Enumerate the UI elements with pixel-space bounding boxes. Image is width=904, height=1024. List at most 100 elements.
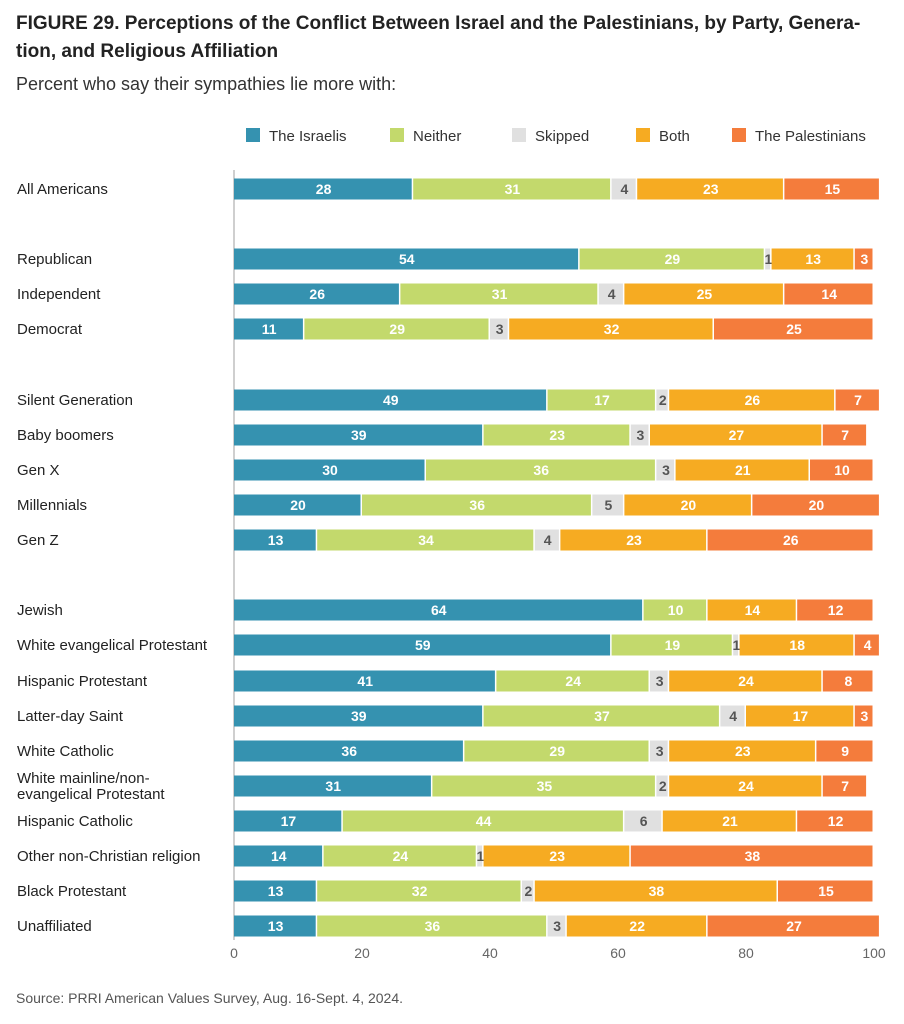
category-label: Jewish	[17, 602, 63, 619]
data-label: 27	[729, 427, 745, 443]
data-label: 7	[841, 427, 849, 443]
bar-segment-both	[534, 880, 777, 902]
data-label: 7	[854, 392, 862, 408]
data-label: 7	[841, 778, 849, 794]
bar-segment-skipped	[656, 775, 668, 797]
category-label-line: White mainline/non-	[17, 770, 150, 787]
bar-segment-the-israelis	[234, 740, 463, 762]
bar-segment-both	[669, 670, 822, 692]
data-label: 3	[496, 321, 504, 337]
data-label: 3	[637, 427, 645, 443]
bar-segment-neither	[426, 459, 655, 481]
category-label: Republican	[17, 251, 92, 268]
bar-segment-the-israelis	[234, 634, 611, 656]
data-label: 29	[389, 321, 405, 337]
bar-segment-both	[669, 775, 822, 797]
data-label: 25	[786, 321, 802, 337]
data-label: 32	[412, 883, 428, 899]
data-label: 30	[322, 462, 338, 478]
bar-segment-both	[675, 459, 809, 481]
legend-item: Skipped	[512, 128, 589, 145]
data-label: 4	[729, 708, 737, 724]
stacked-bar-chart: The Israelis Neither Skipped Both The Palest…	[17, 128, 886, 961]
bar-segment-skipped	[656, 459, 675, 481]
data-label: 3	[656, 743, 664, 759]
category-label: Other non-Christian religion	[17, 848, 200, 865]
bar-segment-neither	[400, 283, 598, 305]
data-label: 5	[605, 497, 613, 513]
bar-segment-neither	[413, 178, 611, 200]
bar-segment-the-palestinians	[797, 599, 873, 621]
category-label: White mainline/non-evangelical Protestan…	[17, 770, 165, 803]
category-label: Black Protestant	[17, 883, 127, 900]
data-label: 17	[281, 813, 297, 829]
data-label: 2	[525, 883, 533, 899]
data-label: 13	[268, 918, 284, 934]
bar-segment-both	[566, 915, 707, 937]
bar-segment-both	[624, 283, 783, 305]
bar-segment-both	[669, 740, 815, 762]
data-label: 24	[393, 848, 409, 864]
bar-segment-skipped	[477, 845, 483, 867]
data-label: 19	[665, 637, 681, 653]
bar-segment-neither	[547, 389, 655, 411]
data-label: 13	[268, 532, 284, 548]
data-label: 39	[351, 427, 367, 443]
bar-segment-skipped	[598, 283, 623, 305]
data-label: 12	[828, 602, 844, 618]
data-label: 26	[745, 392, 761, 408]
data-label: 4	[621, 181, 629, 197]
bar-segment-neither	[483, 705, 719, 727]
data-label: 32	[604, 321, 620, 337]
bar-segment-skipped	[733, 634, 739, 656]
category-label: Millennials	[17, 497, 87, 514]
bar-segment-neither	[496, 670, 649, 692]
data-label: 23	[549, 848, 565, 864]
data-label: 6	[640, 813, 648, 829]
bar-segment-skipped	[765, 248, 771, 270]
category-label: Baby boomers	[17, 427, 114, 444]
data-label: 1	[733, 637, 741, 653]
figure-title: FIGURE 29. Perceptions of the Conflict B…	[16, 10, 886, 66]
legend-item: The Palestinians	[732, 128, 866, 145]
category-label: Gen X	[17, 462, 60, 479]
bar-segment-the-israelis	[234, 283, 399, 305]
data-label: 12	[828, 813, 844, 829]
data-label: 35	[537, 778, 553, 794]
bar-segment-both	[669, 389, 835, 411]
bar-segment-neither	[483, 424, 630, 446]
legend-label: The Palestinians	[755, 128, 866, 145]
bar-segment-both	[739, 634, 854, 656]
data-label: 64	[431, 602, 447, 618]
bar-segment-the-israelis	[234, 318, 303, 340]
bar-segment-skipped	[547, 915, 566, 937]
bar-segment-the-israelis	[234, 915, 316, 937]
legend-item: Neither	[390, 128, 461, 145]
data-label: 22	[629, 918, 645, 934]
data-label: 8	[845, 673, 853, 689]
bar-segment-neither	[317, 529, 534, 551]
bar-segment-both	[662, 810, 796, 832]
legend-label: The Israelis	[269, 128, 347, 145]
bar-segment-the-palestinians	[822, 775, 867, 797]
bar-segment-the-israelis	[234, 459, 425, 481]
data-label: 36	[469, 497, 485, 513]
bar-segment-neither	[464, 740, 649, 762]
bar-segment-the-palestinians	[707, 915, 879, 937]
bar-segment-both	[637, 178, 783, 200]
bar-segment-the-palestinians	[822, 424, 867, 446]
data-label: 1	[765, 251, 773, 267]
bar-segment-the-palestinians	[784, 178, 879, 200]
bar-segment-both	[707, 599, 796, 621]
bar-segment-skipped	[624, 810, 662, 832]
category-label: Hispanic Protestant	[17, 673, 148, 690]
bar-segment-the-palestinians	[810, 459, 873, 481]
bar-segment-the-palestinians	[822, 670, 873, 692]
data-label: 21	[722, 813, 738, 829]
category-label: White evangelical Protestant	[17, 637, 208, 654]
bar-segment-skipped	[490, 318, 508, 340]
legend-swatch	[636, 128, 650, 142]
bar-segment-neither	[643, 599, 707, 621]
category-label: Gen Z	[17, 532, 59, 549]
figure-title-line-2: tion, and Religious Affiliation	[16, 41, 279, 62]
